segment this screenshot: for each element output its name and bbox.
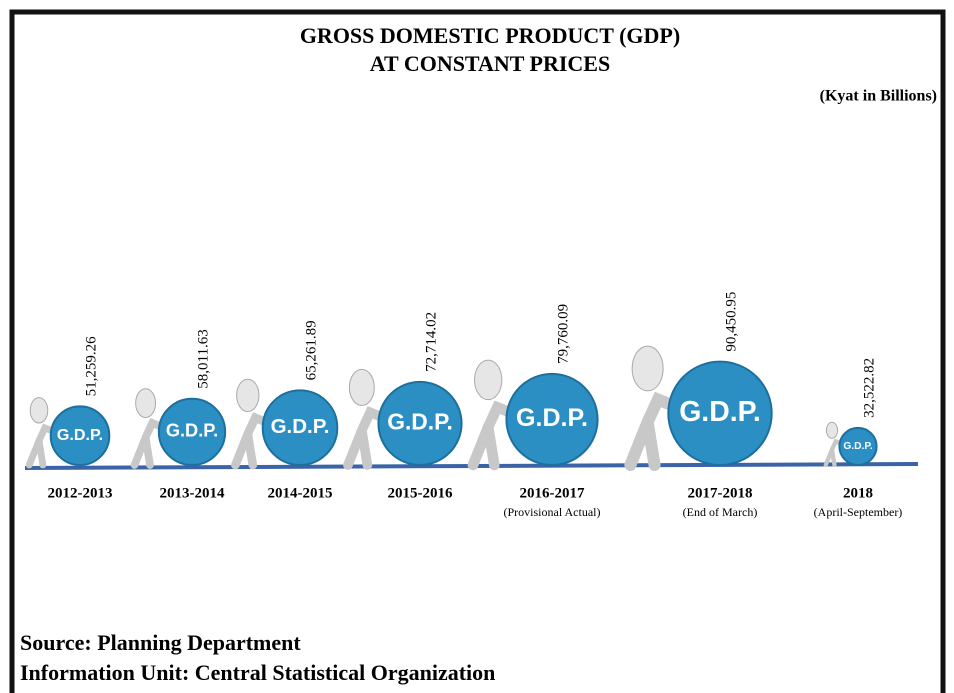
title-line: AT CONSTANT PRICES [370, 51, 610, 76]
category-label: 2018 [843, 485, 873, 501]
category-label: 2014-2015 [268, 485, 333, 501]
figure-head [825, 421, 839, 439]
coin [157, 397, 227, 466]
coin-text: G.D.P. [57, 426, 103, 444]
value-label: 51,259.26 [83, 336, 99, 397]
figure-body [624, 391, 682, 472]
coin [49, 405, 111, 466]
coin-text: G.D.P. [387, 408, 453, 434]
category-label: 2012-2013 [48, 485, 113, 501]
coin [377, 380, 463, 466]
category-label: 2016-2017 [520, 485, 585, 501]
frame [9, 9, 946, 693]
figure-body [25, 423, 59, 469]
category-note: (End of March) [683, 505, 758, 519]
figure-head [135, 388, 157, 418]
figure-body [467, 400, 518, 471]
coin-text: G.D.P. [166, 420, 218, 441]
coin-text: G.D.P. [271, 415, 330, 438]
figure-body [231, 412, 273, 470]
category-label: 2013-2014 [160, 485, 225, 501]
value-label: 32,522.82 [861, 358, 877, 418]
coin-text: G.D.P. [516, 404, 588, 432]
coin-text: G.D.P. [679, 396, 761, 428]
category-note: (Provisional Actual) [504, 505, 601, 519]
title-line: GROSS DOMESTIC PRODUCT (GDP) [300, 23, 680, 48]
figure-head [348, 368, 375, 406]
source: Source: Planning Department [20, 630, 301, 655]
coin [261, 389, 339, 466]
value-label: 72,714.02 [423, 312, 439, 372]
figure-body [343, 406, 389, 470]
category-label: 2015-2016 [388, 485, 453, 501]
figure-head [474, 359, 503, 401]
figure-head [29, 397, 49, 424]
value-label: 65,261.89 [303, 320, 319, 380]
coin [505, 372, 599, 466]
coin [838, 426, 878, 466]
value-label: 90,450.95 [723, 292, 739, 352]
value-label: 58,011.63 [195, 329, 211, 388]
category-note: (April-September) [814, 505, 903, 519]
figure-head [236, 378, 260, 413]
info-unit: Information Unit: Central Statistical Or… [20, 660, 495, 685]
figure-head [631, 345, 664, 392]
figure-body [130, 418, 168, 469]
category-label: 2017-2018 [688, 485, 753, 501]
coin-text: G.D.P. [843, 441, 873, 452]
coin [667, 360, 773, 467]
unit-label: (Kyat in Billions) [820, 88, 937, 105]
value-label: 79,760.09 [555, 304, 571, 364]
